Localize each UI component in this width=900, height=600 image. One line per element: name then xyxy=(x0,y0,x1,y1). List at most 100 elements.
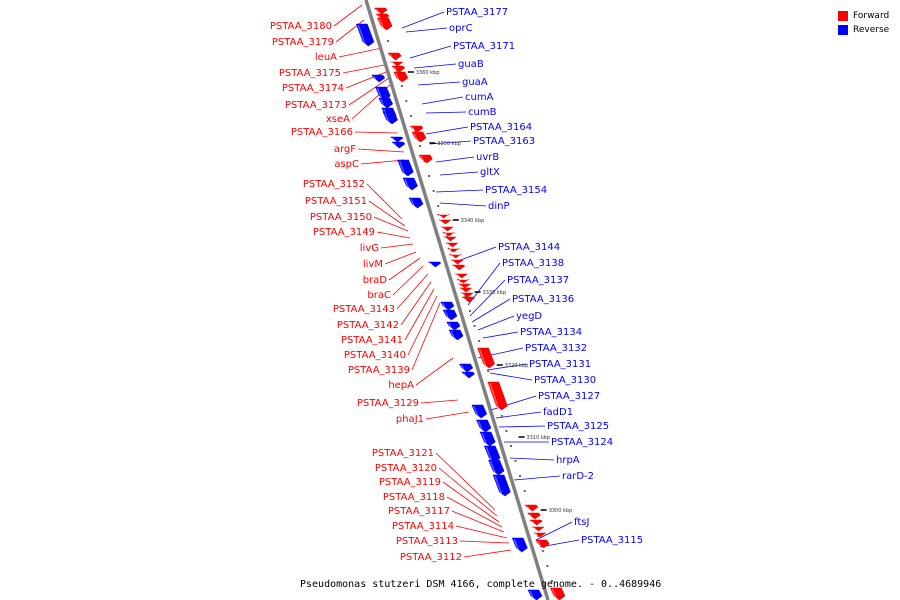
forward-gene-feature[interactable] xyxy=(373,7,388,15)
forward-gene-label[interactable]: PSTAA_3141 xyxy=(341,335,403,346)
forward-gene-feature[interactable] xyxy=(487,381,508,411)
reverse-gene-label[interactable]: PSTAA_3171 xyxy=(453,41,515,52)
forward-gene-feature[interactable] xyxy=(393,71,409,83)
forward-gene-feature[interactable] xyxy=(533,532,547,538)
forward-gene-feature[interactable] xyxy=(387,52,402,61)
forward-gene-label[interactable]: livG xyxy=(360,243,379,254)
reverse-gene-feature[interactable] xyxy=(479,431,496,447)
reverse-gene-label[interactable]: cumA xyxy=(465,92,494,103)
forward-gene-feature[interactable] xyxy=(455,273,469,279)
forward-gene-label[interactable]: phaJ1 xyxy=(396,414,424,425)
reverse-gene-feature[interactable] xyxy=(442,309,458,321)
forward-gene-label[interactable]: braC xyxy=(367,290,391,301)
reverse-gene-feature[interactable] xyxy=(397,159,414,177)
forward-gene-label[interactable]: PSTAA_3118 xyxy=(383,492,445,503)
forward-gene-label[interactable]: PSTAA_3149 xyxy=(313,227,375,238)
reverse-gene-label[interactable]: PSTAA_3164 xyxy=(470,122,532,133)
forward-gene-label[interactable]: PSTAA_3113 xyxy=(396,536,458,547)
reverse-gene-label[interactable]: PSTAA_3127 xyxy=(538,391,600,402)
reverse-gene-label[interactable]: fadD1 xyxy=(543,407,573,418)
reverse-gene-feature[interactable] xyxy=(389,136,404,143)
reverse-gene-label[interactable]: guaB xyxy=(458,59,484,70)
reverse-gene-feature[interactable] xyxy=(492,474,511,497)
forward-gene-feature[interactable] xyxy=(418,154,433,164)
forward-gene-label[interactable]: PSTAA_3112 xyxy=(400,552,462,563)
forward-gene-feature[interactable] xyxy=(477,347,495,369)
forward-gene-label[interactable]: PSTAA_3150 xyxy=(310,212,372,223)
reverse-gene-feature[interactable] xyxy=(408,197,424,209)
reverse-gene-label[interactable]: hrpA xyxy=(556,455,580,466)
reverse-gene-feature[interactable] xyxy=(378,97,394,109)
forward-gene-label[interactable]: hepA xyxy=(388,380,414,391)
forward-gene-label[interactable]: PSTAA_3117 xyxy=(388,506,450,517)
forward-gene-feature[interactable] xyxy=(528,519,543,526)
reverse-gene-feature[interactable] xyxy=(527,589,543,600)
forward-gene-label[interactable]: PSTAA_3180 xyxy=(270,21,332,32)
forward-gene-label[interactable]: xseA xyxy=(326,114,350,125)
reverse-gene-feature[interactable] xyxy=(382,111,398,125)
forward-gene-label[interactable]: livM xyxy=(363,259,383,270)
reverse-gene-label[interactable]: PSTAA_3154 xyxy=(485,185,547,196)
forward-gene-feature[interactable] xyxy=(535,539,550,549)
reverse-gene-label[interactable]: cumB xyxy=(468,107,497,118)
forward-gene-feature[interactable] xyxy=(461,296,476,303)
forward-gene-feature[interactable] xyxy=(459,287,473,293)
forward-gene-feature[interactable] xyxy=(448,253,462,259)
forward-gene-label[interactable]: PSTAA_3129 xyxy=(357,398,419,409)
forward-gene-feature[interactable] xyxy=(458,283,472,289)
forward-gene-label[interactable]: PSTAA_3139 xyxy=(348,365,410,376)
reverse-gene-label[interactable]: PSTAA_3134 xyxy=(520,327,582,338)
forward-gene-feature[interactable] xyxy=(460,292,474,298)
reverse-gene-label[interactable]: PSTAA_3144 xyxy=(498,242,560,253)
forward-gene-label[interactable]: argF xyxy=(334,144,356,155)
forward-gene-label[interactable]: braD xyxy=(363,275,388,286)
forward-gene-feature[interactable] xyxy=(527,512,541,520)
reverse-gene-label[interactable]: PSTAA_3163 xyxy=(473,136,535,147)
forward-gene-feature[interactable] xyxy=(390,61,404,67)
forward-gene-feature[interactable] xyxy=(391,65,406,73)
forward-gene-feature[interactable] xyxy=(531,526,545,532)
reverse-gene-label[interactable]: rarD-2 xyxy=(562,471,594,482)
reverse-gene-label[interactable]: PSTAA_3137 xyxy=(507,275,569,286)
reverse-gene-feature[interactable] xyxy=(355,23,375,47)
forward-gene-feature[interactable] xyxy=(436,213,450,219)
reverse-gene-feature[interactable] xyxy=(371,74,386,83)
reverse-gene-label[interactable]: PSTAA_3131 xyxy=(529,359,591,370)
reverse-gene-feature[interactable] xyxy=(476,419,492,433)
forward-gene-label[interactable]: PSTAA_3121 xyxy=(372,448,434,459)
reverse-gene-feature[interactable] xyxy=(488,459,505,476)
forward-gene-label[interactable]: PSTAA_3114 xyxy=(392,521,454,532)
forward-gene-feature[interactable] xyxy=(443,236,457,242)
reverse-gene-feature[interactable] xyxy=(458,363,474,373)
forward-gene-feature[interactable] xyxy=(451,264,466,271)
reverse-gene-feature[interactable] xyxy=(402,177,418,191)
reverse-gene-label[interactable]: PSTAA_3124 xyxy=(551,437,613,448)
reverse-gene-feature[interactable] xyxy=(427,261,442,268)
reverse-gene-feature[interactable] xyxy=(446,321,461,331)
forward-gene-label[interactable]: aspC xyxy=(334,159,359,170)
forward-gene-label[interactable]: PSTAA_3119 xyxy=(379,477,441,488)
reverse-gene-label[interactable]: PSTAA_3136 xyxy=(512,294,574,305)
forward-gene-feature[interactable] xyxy=(377,17,393,31)
forward-gene-feature[interactable] xyxy=(442,231,455,237)
reverse-gene-label[interactable]: uvrB xyxy=(476,152,499,163)
reverse-gene-label[interactable]: oprC xyxy=(449,23,473,34)
reverse-gene-label[interactable]: PSTAA_3130 xyxy=(534,375,596,386)
reverse-gene-label[interactable]: PSTAA_3138 xyxy=(502,258,564,269)
forward-gene-feature[interactable] xyxy=(450,259,464,265)
reverse-gene-label[interactable]: PSTAA_3115 xyxy=(581,535,643,546)
forward-gene-feature[interactable] xyxy=(446,247,460,253)
forward-gene-label[interactable]: PSTAA_3151 xyxy=(305,196,367,207)
forward-gene-label[interactable]: leuA xyxy=(315,52,337,63)
reverse-gene-feature[interactable] xyxy=(461,371,476,379)
forward-gene-feature[interactable] xyxy=(409,125,424,133)
reverse-gene-feature[interactable] xyxy=(440,301,455,311)
reverse-gene-label[interactable]: guaA xyxy=(462,77,488,88)
forward-gene-feature[interactable] xyxy=(440,226,454,232)
forward-gene-feature[interactable] xyxy=(438,219,452,225)
forward-gene-label[interactable]: PSTAA_3175 xyxy=(279,68,341,79)
reverse-gene-label[interactable]: yegD xyxy=(516,311,542,322)
forward-gene-label[interactable]: PSTAA_3173 xyxy=(285,100,347,111)
forward-gene-label[interactable]: PSTAA_3140 xyxy=(344,350,406,361)
forward-gene-label[interactable]: PSTAA_3166 xyxy=(291,127,353,138)
